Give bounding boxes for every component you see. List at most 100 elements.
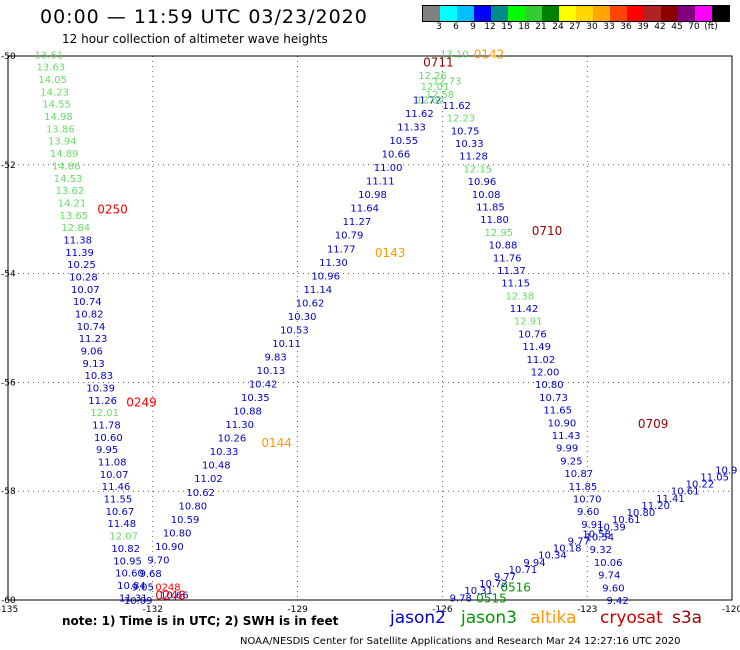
swh-value-label: 10.79 — [335, 231, 364, 242]
color-swatch — [712, 6, 729, 21]
swh-value-label: 10.42 — [249, 380, 278, 391]
swh-value-label: 10.72 — [479, 579, 508, 590]
swh-value-label: 10.76 — [518, 329, 547, 340]
swh-value-label: 10.90 — [155, 542, 184, 553]
swh-value-label: 10.83 — [84, 371, 113, 382]
color-scale-tick: 6 — [453, 22, 459, 32]
swh-value-label: 11.64 — [350, 204, 379, 215]
x-tick-label: -126 — [432, 605, 453, 615]
swh-value-label: 11.49 — [522, 342, 551, 353]
legend-s3a: s3a — [672, 608, 703, 628]
swh-value-label: 9.77 — [494, 572, 516, 583]
swh-value-label: 12.15 — [463, 164, 492, 175]
color-swatch — [542, 6, 559, 21]
swh-value-label: 11.62 — [442, 101, 471, 112]
pass-time-label: 0516 — [500, 580, 531, 594]
swh-value-label: 11.48 — [107, 519, 136, 530]
swh-value-label: 14.55 — [42, 100, 71, 111]
swh-value-label: 11.02 — [527, 355, 556, 366]
color-swatch — [440, 6, 457, 21]
map-title: 00:00 — 11:59 UTC 03/23/2020 — [40, 6, 368, 28]
swh-value-label: 10.80 — [627, 508, 656, 519]
swh-value-label: 12.26 — [418, 71, 447, 82]
swh-value-label: 10.74 — [77, 322, 106, 333]
pass-time-label: 0248 — [155, 589, 186, 603]
swh-value-label: 12.01 — [90, 408, 119, 419]
swh-value-label: 10.80 — [179, 501, 208, 512]
swh-value-label: 10.73 — [539, 393, 568, 404]
color-scale-tick: 9 — [470, 22, 476, 32]
color-swatch — [457, 6, 474, 21]
swh-value-label: 11.85 — [569, 482, 598, 493]
pass-time-label: 0710 — [532, 224, 563, 238]
swh-value-label: 10.82 — [111, 544, 140, 555]
swh-value-label: 11.46 — [102, 482, 131, 493]
swh-value-label: 10.88 — [233, 407, 262, 418]
map-subtitle: 12 hour collection of altimeter wave hei… — [62, 32, 328, 46]
swh-value-label: 10.54 — [585, 533, 614, 544]
swh-value-label: 13.10 — [440, 49, 469, 60]
swh-value-label: 12.23 — [447, 114, 476, 125]
y-tick-label: -56 — [1, 378, 16, 388]
pass-time-label: 0143 — [375, 246, 406, 260]
swh-value-label: 9.60 — [577, 507, 599, 518]
swh-value-label: 12.00 — [531, 368, 560, 379]
color-swatch — [644, 6, 661, 21]
color-swatch — [423, 6, 440, 21]
swh-value-label: 13.61 — [35, 50, 64, 61]
swh-value-label: 10.66 — [160, 591, 189, 602]
swh-value-label: 9.42 — [607, 596, 629, 607]
x-tick-label: -129 — [287, 605, 308, 615]
swh-value-label: 11.33 — [397, 123, 426, 134]
pass-time-label: 0250 — [97, 202, 128, 216]
swh-value-label: 10.08 — [472, 190, 501, 201]
swh-value-label: 10.80 — [163, 528, 192, 539]
color-scale-tick: 27 — [569, 22, 581, 32]
color-scale-bar — [422, 5, 730, 22]
color-scale-tick: (ft) — [704, 22, 718, 32]
color-swatch — [559, 6, 576, 21]
swh-value-label: 10.53 — [280, 325, 309, 336]
swh-value-label: 10.34 — [538, 551, 567, 562]
swh-value-label: 10.13 — [257, 366, 286, 377]
swh-value-label: 11.38 — [63, 235, 92, 246]
color-scale-tick: 70 — [688, 22, 700, 32]
swh-value-label: 14.23 — [40, 87, 69, 98]
swh-value-label: 11.08 — [98, 458, 127, 469]
swh-value-label: 10.07 — [100, 470, 129, 481]
color-swatch — [627, 6, 644, 21]
legend-jason2: jason2 — [390, 608, 446, 628]
swh-value-label: 9.99 — [556, 444, 578, 455]
swh-value-label: 12.07 — [109, 532, 138, 543]
x-tick-label: -123 — [577, 605, 597, 615]
swh-value-label: 10.55 — [389, 136, 418, 147]
swh-value-label: 10.59 — [171, 515, 200, 526]
swh-value-label: 10.35 — [241, 393, 270, 404]
pass-time-label: 0144 — [261, 436, 292, 450]
swh-value-label: 11.77 — [327, 244, 356, 255]
swh-value-label: 10.96 — [468, 177, 497, 188]
legend-jason3: jason3 — [461, 608, 517, 628]
swh-value-label: 11.23 — [79, 334, 108, 345]
y-tick-label: -60 — [1, 596, 16, 606]
swh-value-label: 10.95 — [113, 556, 142, 567]
swh-value-label: 10.26 — [218, 434, 247, 445]
swh-value-label: 10.62 — [296, 298, 325, 309]
swh-value-label: 10.39 — [86, 384, 115, 395]
swh-value-label: 10.07 — [71, 285, 100, 296]
swh-value-label: 10.48 — [202, 461, 231, 472]
swh-value-label: 10.09 — [124, 596, 153, 607]
swh-value-label: 10.67 — [106, 507, 135, 518]
swh-value-label: 11.27 — [343, 217, 372, 228]
swh-value-label: 13.86 — [46, 124, 75, 135]
swh-value-label: 11.20 — [641, 501, 670, 512]
swh-value-label: 11.72 — [413, 95, 442, 106]
swh-value-label: 14.53 — [54, 174, 83, 185]
swh-value-label: 10.33 — [210, 447, 239, 458]
pass-time-label: 0709 — [638, 417, 669, 431]
swh-value-label: 9.60 — [602, 583, 624, 594]
color-scale-tick: 39 — [637, 22, 649, 32]
color-swatch — [491, 6, 508, 21]
swh-value-label: 11.26 — [88, 396, 117, 407]
color-scale-tick: 33 — [603, 22, 615, 32]
